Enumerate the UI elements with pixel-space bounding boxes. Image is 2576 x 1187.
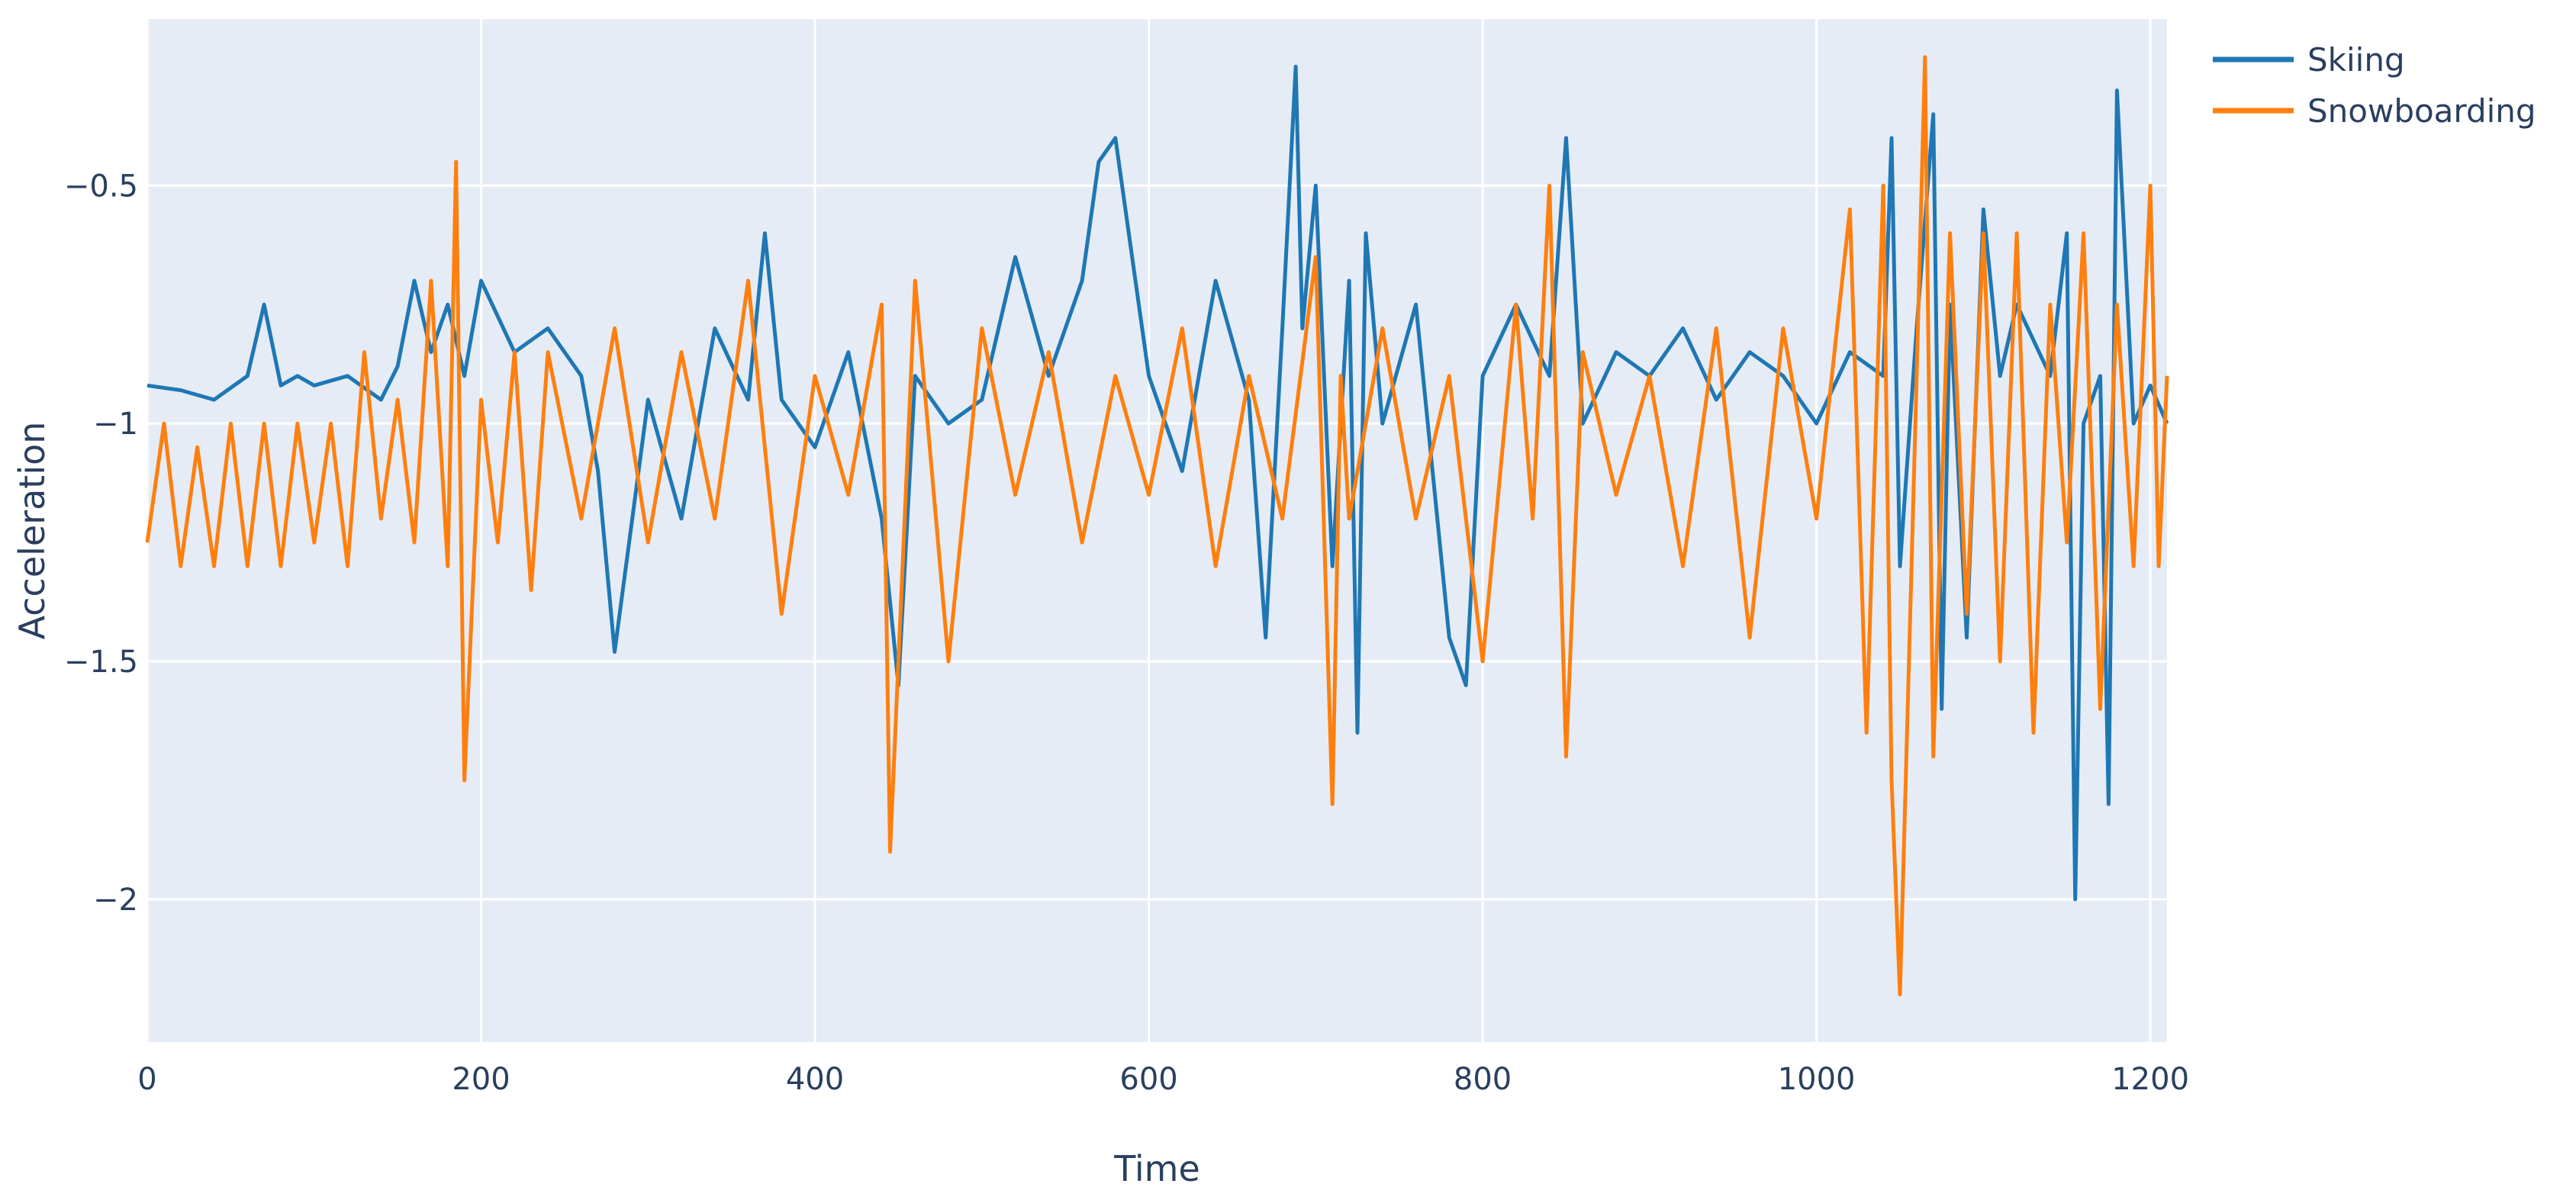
x-tick-label: 0 [137,1062,156,1097]
y-tick-label: −0.5 [64,169,138,204]
x-tick-label: 1000 [1778,1062,1856,1097]
x-tick-label: 400 [786,1062,844,1097]
plot-area [147,19,2167,1042]
x-tick-label: 600 [1119,1062,1177,1097]
x-axis-ticks: 0 200 400 600 800 1000 1200 [137,1062,2189,1097]
y-axis-title: Acceleration [11,422,53,640]
legend-item-skiing[interactable]: Skiing [2213,41,2405,79]
series-line-skiing [147,64,2169,902]
y-tick-label: −1.5 [64,645,138,680]
x-tick-label: 200 [452,1062,510,1097]
series-layer [145,55,2169,997]
x-tick-label: 1200 [2111,1062,2189,1097]
x-tick-label: 800 [1454,1062,1512,1097]
legend[interactable]: Skiing Snowboarding [2213,41,2536,130]
y-tick-label: −2 [93,883,138,918]
y-tick-label: −1 [93,407,138,442]
series-line-snowboarding [145,55,2169,997]
legend-item-snowboarding[interactable]: Snowboarding [2213,92,2536,130]
y-axis-ticks: −0.5 −1 −1.5 −2 [64,169,138,918]
x-axis-title: Time [1113,1148,1200,1187]
legend-label: Skiing [2307,41,2405,79]
legend-label: Snowboarding [2307,92,2536,130]
